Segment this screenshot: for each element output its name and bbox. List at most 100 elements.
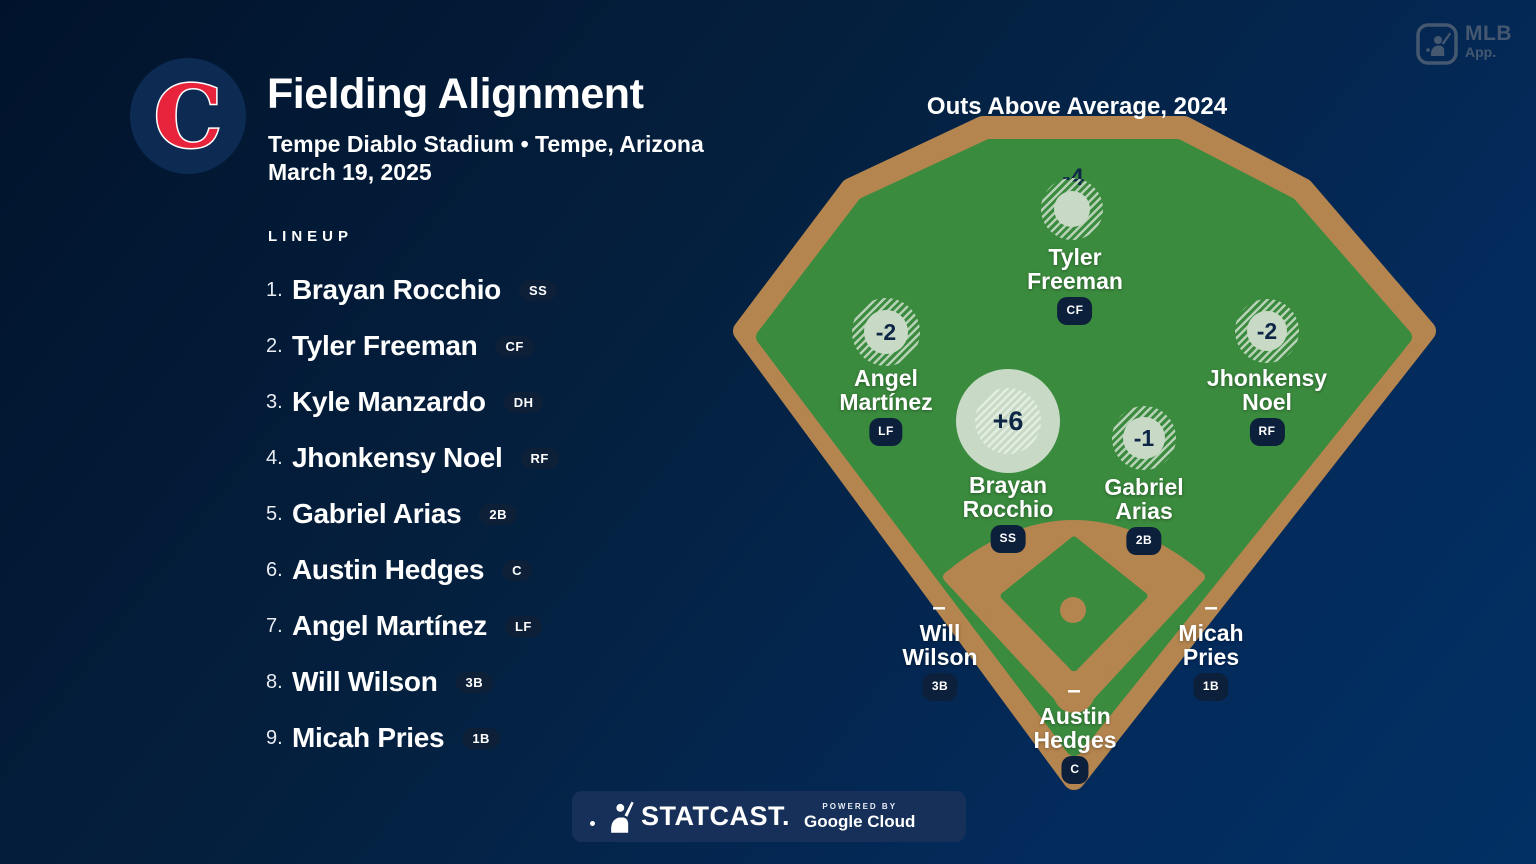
mlb-app-logo: MLB App. [1416, 23, 1512, 65]
fielder-name-line: Hedges [1033, 726, 1117, 753]
lineup-row: 6. Austin Hedges C [266, 542, 559, 598]
fielder-name-line: Gabriel [1104, 474, 1184, 500]
fielder-label-lf: Angel Martínez LF [839, 365, 933, 446]
fielder-label-rf: Jhonkensy Noel RF [1206, 365, 1328, 446]
lineup-row: 5. Gabriel Arias 2B [266, 486, 559, 542]
position-badge: C [502, 559, 533, 581]
mlb-app-subtext: App. [1465, 44, 1497, 60]
oaa-value-c: – [1067, 677, 1081, 704]
statcast-footer-bar: STATCAST. POWERED BY Google Cloud [572, 791, 966, 842]
batting-order: 9. [266, 726, 283, 749]
fielder-name-line: Martínez [839, 388, 933, 415]
lineup-heading: LINEUP [268, 228, 354, 245]
batting-order: 7. [266, 614, 283, 637]
venue-subtitle: Tempe Diablo Stadium • Tempe, Arizona [268, 131, 704, 157]
player-name: Tyler Freeman [292, 330, 478, 361]
fielder-label-ss: Brayan Rocchio SS [962, 472, 1054, 553]
fielder-label-2b: Gabriel Arias 2B [1104, 474, 1184, 555]
player-name: Brayan Rocchio [292, 274, 501, 305]
page-title: Fielding Alignment [267, 70, 644, 118]
powered-by-label: POWERED BY [822, 801, 898, 811]
player-name: Gabriel Arias [292, 498, 462, 529]
fielder-name-line: Arias [1115, 497, 1173, 524]
oaa-value-lf: -2 [864, 310, 908, 354]
oaa-value-1b: – [1204, 594, 1218, 621]
fielder-name-line: Pries [1182, 643, 1240, 670]
player-name: Kyle Manzardo [292, 386, 486, 417]
batting-order: 8. [266, 670, 283, 693]
lineup-row: 2. Tyler Freeman CF [266, 318, 559, 374]
fielder-name-line: Angel [854, 365, 918, 391]
position-badge: 1B [462, 727, 500, 749]
fielder-label-c: Austin Hedges C [1033, 703, 1117, 784]
fielder-name-line: Rocchio [962, 495, 1054, 522]
oaa-marker-cf [1041, 178, 1103, 240]
field-grass [756, 139, 1412, 756]
player-name: Jhonkensy Noel [292, 442, 503, 473]
home-plate-circle [1053, 671, 1095, 713]
lineup-list: 1. Brayan Rocchio SS 2. Tyler Freeman CF… [266, 262, 559, 766]
mlb-batter-silhouette-icon [611, 801, 634, 833]
position-badge: CF [1057, 297, 1093, 325]
date-subtitle: March 19, 2025 [268, 159, 432, 185]
oaa-value-3b: – [932, 594, 946, 621]
player-name: Angel Martínez [292, 610, 487, 641]
fielder-name-line: Noel [1242, 388, 1292, 415]
position-badge: 2B [479, 503, 517, 525]
oaa-value-ss: +6 [992, 405, 1024, 436]
oaa-marker-core [1054, 191, 1090, 227]
batting-order: 2. [266, 334, 283, 357]
lineup-row: 9. Micah Pries 1B [266, 710, 559, 766]
position-badge: 3B [455, 671, 494, 693]
batting-order: 6. [266, 558, 283, 581]
position-badge: 1B [1193, 673, 1229, 701]
position-badge: DH [503, 391, 544, 413]
oaa-marker-ss: +6 [956, 369, 1060, 473]
batting-order: 3. [266, 390, 283, 413]
fielder-name-line: Micah [1178, 620, 1244, 646]
lineup-row: 8. Will Wilson 3B [266, 654, 559, 710]
fielder-label-cf: Tyler Freeman CF [1027, 245, 1123, 325]
position-badge: LF [869, 418, 903, 446]
fielder-name-line: Freeman [1027, 267, 1123, 294]
player-name: Will Wilson [292, 666, 438, 697]
oaa-marker-hatch [975, 388, 1041, 454]
fielder-name-line: Austin [1039, 703, 1111, 729]
position-badge: SS [518, 279, 558, 301]
oaa-heading: Outs Above Average, 2024 [926, 93, 1228, 120]
lineup-row: 4. Jhonkensy Noel RF [266, 430, 559, 486]
fielder-name-line: Will [919, 620, 961, 646]
statcast-dot [590, 821, 595, 826]
batting-order: 5. [266, 502, 283, 525]
position-badge: C [1061, 756, 1089, 784]
batting-order: 4. [266, 446, 283, 469]
lineup-row: 7. Angel Martínez LF [266, 598, 559, 654]
oaa-value-2b: -1 [1123, 417, 1165, 459]
fielder-label-3b: Will Wilson 3B [902, 620, 978, 701]
position-badge: 2B [1126, 527, 1162, 555]
team-logo-letter: C [154, 67, 222, 168]
oaa-value-rf: -2 [1247, 311, 1287, 351]
oaa-marker-lf: -2 [852, 298, 920, 366]
lineup-row: 3. Kyle Manzardo DH [266, 374, 559, 430]
google-cloud-logo: Google Cloud [804, 811, 916, 831]
position-badge: LF [504, 615, 542, 637]
batting-order: 1. [266, 278, 283, 301]
oaa-marker-rf: -2 [1235, 299, 1299, 363]
mlb-batter-icon [1416, 23, 1458, 65]
position-badge: CF [495, 335, 534, 357]
guardians-team-logo: C [130, 58, 246, 174]
position-badge: 3B [922, 673, 958, 701]
pitcher-mound [1060, 597, 1086, 623]
oaa-marker-2b: -1 [1112, 406, 1176, 470]
fielder-name-line: Brayan [969, 472, 1047, 498]
position-badge: RF [520, 447, 559, 469]
player-name: Austin Hedges [292, 554, 485, 585]
fielder-name-line: Jhonkensy [1206, 365, 1328, 391]
fielder-name-line: Wilson [902, 643, 978, 670]
position-badge: RF [1249, 418, 1285, 446]
statcast-wordmark: STATCAST. [641, 801, 790, 831]
fielder-label-1b: Micah Pries 1B [1178, 620, 1244, 701]
player-name: Micah Pries [292, 722, 445, 753]
